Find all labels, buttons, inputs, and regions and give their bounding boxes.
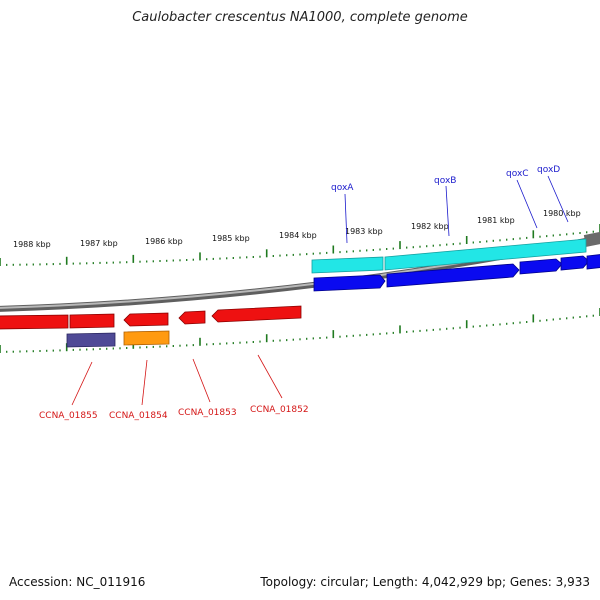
cds-arrow-qoxD[interactable] <box>560 255 590 271</box>
kbp-label: 1982 kbp <box>411 222 449 231</box>
cds-arrow-next[interactable] <box>586 254 600 270</box>
cds-arrow-ccna-01855[interactable] <box>69 313 115 329</box>
kbp-label: 1980 kbp <box>543 209 581 218</box>
accession-text: Accession: NC_011916 <box>9 575 146 589</box>
forward-cds-track <box>313 254 600 292</box>
cds-arrow-qoxC[interactable] <box>519 258 563 275</box>
kbp-label: 1987 kbp <box>80 239 118 248</box>
gene-label-ccna-01855[interactable]: CCNA_01855 <box>39 411 98 421</box>
reverse-cds-track <box>0 305 302 330</box>
gene-feature-ccna-01854[interactable] <box>123 330 170 346</box>
cds-arrow-ccna-01854[interactable] <box>123 312 169 327</box>
kbp-label: 1983 kbp <box>345 227 383 236</box>
gene-label-ccna-01854[interactable]: CCNA_01854 <box>109 411 168 421</box>
gene-label-qoxB[interactable]: qoxB <box>434 176 456 186</box>
cds-arrow-qoxA[interactable] <box>313 274 386 292</box>
gene-label-qoxC[interactable]: qoxC <box>506 169 529 179</box>
upper-tick-ruler <box>0 224 600 266</box>
gene-label-ccna-01853[interactable]: CCNA_01853 <box>178 408 237 418</box>
map-title: Caulobacter crescentus NA1000, complete … <box>132 10 468 25</box>
cds-arrow-ccna-01856[interactable] <box>0 314 69 330</box>
lower-gene-labels: CCNA_01855 CCNA_01854 CCNA_01853 CCNA_01… <box>39 354 309 421</box>
reverse-gene-track <box>66 330 170 348</box>
gene-label-qoxD[interactable]: qoxD <box>537 165 560 175</box>
gene-label-ccna-01852[interactable]: CCNA_01852 <box>250 405 309 415</box>
gene-label-qoxA[interactable]: qoxA <box>331 183 354 193</box>
cds-arrow-ccna-01852[interactable] <box>211 305 302 323</box>
gene-feature-ccna-01855[interactable] <box>66 332 116 348</box>
gene-feature-qoxA[interactable] <box>311 256 384 274</box>
kbp-label: 1986 kbp <box>145 237 183 246</box>
topology-summary: Topology: circular; Length: 4,042,929 bp… <box>260 575 590 589</box>
cds-arrow-ccna-01853[interactable] <box>178 310 206 325</box>
gene-feature-qoxBCD[interactable] <box>384 238 587 271</box>
kbp-label: 1988 kbp <box>13 240 51 249</box>
forward-gene-track <box>311 238 587 274</box>
kbp-label: 1984 kbp <box>279 231 317 240</box>
kbp-label: 1981 kbp <box>477 216 515 225</box>
lower-tick-ruler <box>0 308 600 353</box>
upper-gene-labels: qoxA qoxB qoxC qoxD <box>331 165 569 244</box>
cds-arrow-qoxB[interactable] <box>386 263 520 288</box>
kbp-label: 1985 kbp <box>212 234 250 243</box>
